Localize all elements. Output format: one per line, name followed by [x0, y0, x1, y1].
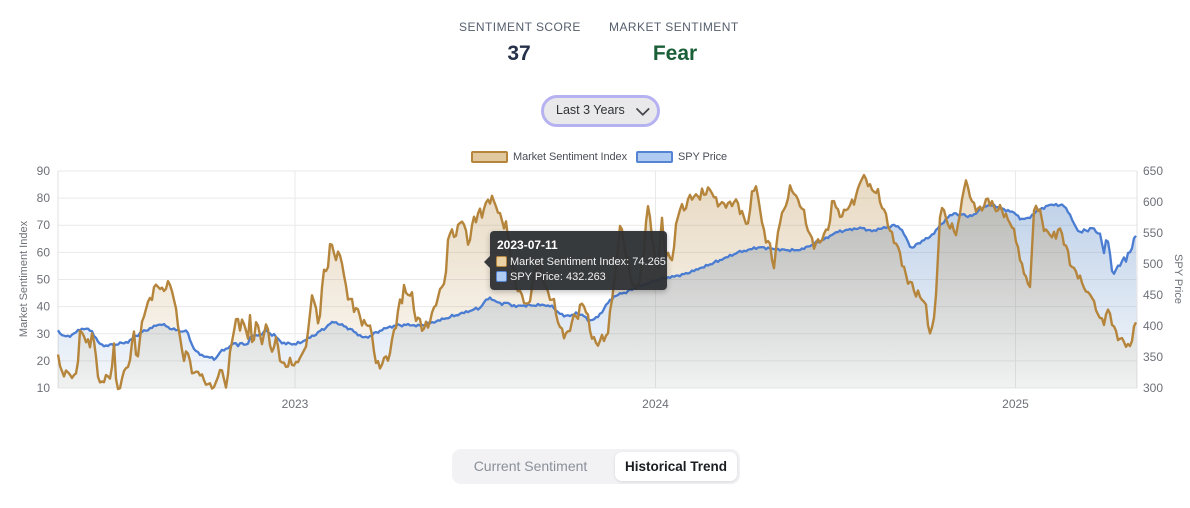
svg-text:Market Sentiment Index: Market Sentiment Index [18, 220, 30, 337]
svg-text:80: 80 [37, 191, 51, 205]
svg-text:50: 50 [37, 273, 51, 287]
svg-text:650: 650 [1143, 164, 1163, 178]
svg-text:300: 300 [1143, 381, 1163, 395]
svg-text:10: 10 [37, 381, 51, 395]
svg-text:550: 550 [1143, 226, 1163, 240]
svg-text:SPY Price: SPY Price [1172, 254, 1184, 304]
svg-text:400: 400 [1143, 319, 1163, 333]
svg-text:60: 60 [37, 245, 51, 259]
svg-text:350: 350 [1143, 350, 1163, 364]
svg-text:500: 500 [1143, 257, 1163, 271]
svg-text:70: 70 [37, 218, 51, 232]
svg-text:2023: 2023 [282, 397, 309, 411]
svg-text:2024: 2024 [642, 397, 669, 411]
svg-text:90: 90 [37, 164, 51, 178]
svg-text:450: 450 [1143, 288, 1163, 302]
svg-text:600: 600 [1143, 195, 1163, 209]
svg-text:30: 30 [37, 327, 51, 341]
svg-text:40: 40 [37, 300, 51, 314]
svg-text:2025: 2025 [1002, 397, 1029, 411]
svg-text:20: 20 [37, 354, 51, 368]
